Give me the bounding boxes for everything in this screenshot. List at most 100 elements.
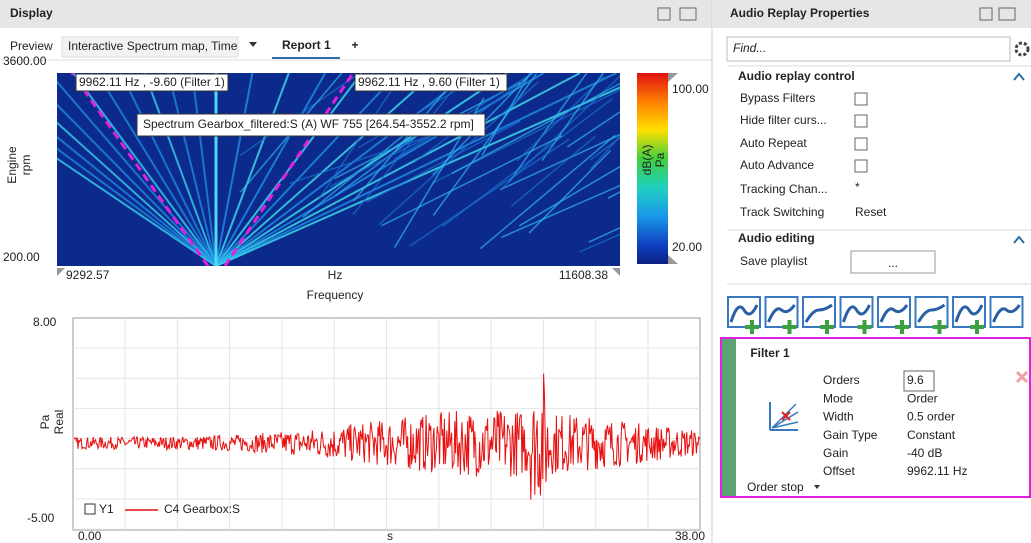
checkbox[interactable] — [854, 92, 868, 106]
tab[interactable]: Report 1 — [282, 38, 331, 52]
field-value: Order — [907, 391, 938, 405]
filter-tool-button[interactable] — [877, 296, 911, 334]
harmonic-line — [516, 75, 605, 162]
harmonic-line — [451, 82, 620, 175]
harmonic-line — [510, 135, 596, 207]
find-input[interactable] — [726, 36, 1011, 62]
property-value: * — [855, 180, 860, 194]
tool-plus — [782, 320, 797, 334]
y-tick-label: 3600.00 — [3, 54, 47, 68]
harmonic-line — [479, 134, 616, 250]
field-value: Constant — [907, 428, 956, 442]
filter-tool-button[interactable] — [839, 296, 874, 334]
property-label: Auto Advance — [740, 158, 814, 172]
filter-tool-button[interactable] — [914, 296, 949, 334]
filter-tool-button[interactable] — [952, 296, 986, 334]
cursor-label-box — [75, 73, 229, 92]
y-tick-label: 8.00 — [33, 315, 57, 329]
harmonic-line — [432, 73, 538, 216]
order-line — [143, 73, 217, 266]
pane-icon[interactable] — [657, 7, 671, 21]
cursor-marker[interactable] — [349, 63, 361, 73]
order-line — [215, 73, 254, 266]
pane-icon[interactable] — [679, 7, 697, 21]
button[interactable] — [850, 250, 936, 274]
field-label: Orders — [823, 373, 860, 387]
cursor-label: 9962.11 Hz , -9.60 (Filter 1) — [79, 75, 225, 89]
checkbox[interactable] — [854, 159, 868, 173]
property-label: Save playlist — [740, 254, 808, 268]
harmonic-line — [413, 73, 535, 164]
tool-plus — [932, 320, 947, 334]
tool-plus — [820, 320, 834, 334]
harmonic-line — [500, 184, 620, 239]
preview-select[interactable] — [61, 36, 239, 58]
filter-tool-button[interactable] — [764, 296, 799, 334]
filter-type[interactable]: Order stop — [747, 480, 804, 494]
property-label: Tracking Chan... — [740, 182, 828, 196]
x-tick-label: 11608.38 — [559, 268, 608, 282]
harmonic-line — [588, 226, 620, 243]
harmonic-line — [566, 111, 620, 148]
preview-select-text: Interactive Spectrum map, Time — [68, 39, 238, 53]
checkbox[interactable] — [854, 137, 868, 151]
close-filter[interactable] — [1015, 370, 1029, 384]
order-line — [57, 80, 217, 266]
y-axis-title: Engine — [5, 146, 19, 184]
pane-icon[interactable] — [979, 7, 993, 21]
tool-plus — [970, 320, 984, 334]
tool-curve — [729, 304, 759, 323]
pane-icon[interactable] — [998, 7, 1016, 21]
harmonic-line — [409, 138, 570, 247]
type-dropdown[interactable] — [814, 485, 820, 489]
tool-curve — [804, 303, 833, 323]
dropdown-arrow[interactable] — [249, 42, 257, 47]
order-line — [57, 147, 217, 266]
order-line — [215, 73, 617, 266]
y-axis-title: Real — [52, 410, 66, 435]
filter-tool-button[interactable] — [802, 296, 836, 334]
field-value: 9.6 — [907, 373, 924, 387]
harmonic-line — [499, 133, 620, 191]
tool-curve — [879, 304, 909, 323]
add-tab[interactable]: + — [351, 38, 358, 52]
find-placeholder: Find... — [733, 41, 766, 55]
legend-checkbox[interactable] — [84, 503, 96, 515]
filter-cursor[interactable] — [70, 73, 355, 266]
orders-input[interactable] — [903, 370, 935, 392]
field-value: 0.5 order — [907, 410, 955, 424]
filter-tool-button[interactable] — [989, 296, 1024, 328]
tool-plus — [895, 320, 909, 334]
tool-curve — [917, 303, 946, 323]
collapse-chevrons[interactable] — [1013, 72, 1025, 244]
order-line — [72, 73, 217, 266]
tool-bg — [914, 296, 949, 328]
colorbar-title: dB(A) — [640, 145, 654, 176]
legend-entry: C4 Gearbox:S — [164, 502, 240, 516]
order-line — [215, 73, 436, 266]
cursor-label: 9962.11 Hz , 9.60 (Filter 1) — [358, 75, 500, 89]
settings-gear[interactable] — [1014, 41, 1030, 57]
properties-header — [713, 0, 1031, 28]
icon-cross — [781, 411, 791, 421]
field-label: Offset — [823, 464, 855, 478]
property-label: Auto Repeat — [740, 136, 807, 150]
waveform — [73, 373, 700, 500]
cursor-label-box — [354, 73, 508, 92]
pane-title: Display — [10, 6, 53, 20]
harmonic-line — [501, 75, 620, 190]
order-line — [215, 73, 327, 266]
property-value: Reset — [855, 205, 887, 219]
tool-curve — [992, 304, 1021, 323]
filter-tool-button[interactable] — [727, 296, 761, 334]
checkbox[interactable] — [854, 114, 868, 128]
order-line — [57, 157, 217, 266]
colorbar-handles[interactable] — [668, 73, 678, 264]
order-line — [57, 121, 217, 266]
x-tick-label: 38.00 — [675, 529, 705, 543]
filter-card[interactable] — [720, 337, 1031, 498]
order-line — [119, 73, 217, 266]
y-axis-title: Pa — [38, 414, 52, 429]
display-header — [0, 0, 712, 28]
